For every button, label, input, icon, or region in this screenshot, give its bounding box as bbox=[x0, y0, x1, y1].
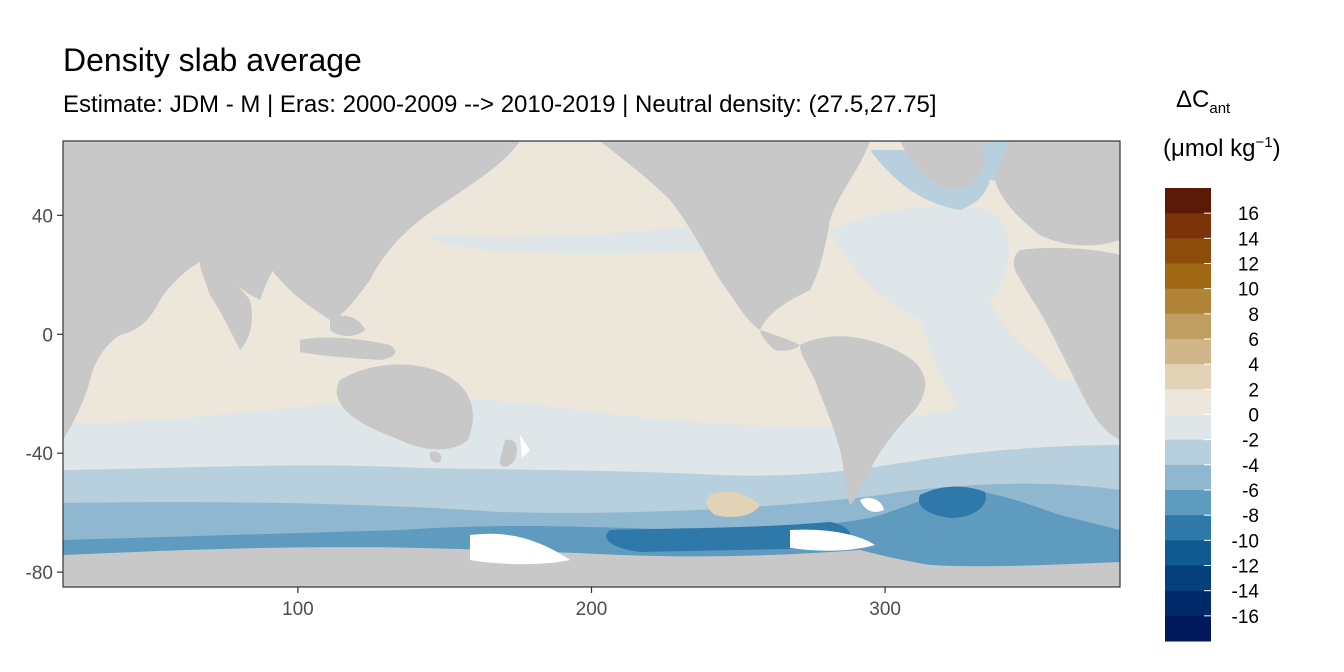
land-europe bbox=[995, 141, 1120, 246]
legend-swatch bbox=[1165, 263, 1211, 290]
y-tick-label: 0 bbox=[42, 325, 53, 346]
land-greenland bbox=[900, 141, 984, 190]
legend-label: 10 bbox=[1238, 280, 1259, 301]
legend-swatch bbox=[1165, 565, 1211, 592]
x-tick-label: 100 bbox=[282, 599, 314, 620]
legend-swatch bbox=[1165, 439, 1211, 466]
band-minus2-atlantic bbox=[830, 206, 1120, 440]
band-minus2-pacific-north bbox=[430, 224, 770, 254]
band-warm-antarctic bbox=[706, 491, 760, 517]
legend-title-symbol: ΔC bbox=[1176, 86, 1210, 113]
x-tick-label: 300 bbox=[869, 599, 901, 620]
legend-swatch bbox=[1165, 615, 1211, 642]
legend-swatch bbox=[1165, 288, 1211, 315]
legend-swatch bbox=[1165, 414, 1211, 441]
legend-label: -4 bbox=[1242, 456, 1259, 477]
legend-label: 2 bbox=[1248, 380, 1259, 401]
map-panel bbox=[63, 141, 1120, 587]
legend-label: 8 bbox=[1248, 305, 1259, 326]
land-tasmania bbox=[429, 451, 442, 463]
legend-colorbar bbox=[1165, 188, 1211, 642]
y-tick-label: -40 bbox=[26, 444, 53, 465]
legend-label: 14 bbox=[1238, 229, 1260, 250]
legend-label: -6 bbox=[1242, 481, 1259, 502]
land-east-asia bbox=[262, 141, 520, 320]
y-tick-label: -80 bbox=[26, 563, 53, 584]
legend-swatch bbox=[1165, 590, 1211, 617]
plot-subtitle: Estimate: JDM - M | Eras: 2000-2009 --> … bbox=[63, 91, 937, 118]
legend-label: 0 bbox=[1248, 406, 1259, 427]
legend-label: -12 bbox=[1232, 557, 1259, 578]
legend-label: 6 bbox=[1248, 330, 1259, 351]
land-borneo bbox=[330, 315, 365, 336]
legend-label: -10 bbox=[1232, 531, 1259, 552]
legend-title-subscript: ant bbox=[1209, 99, 1231, 117]
land-india bbox=[200, 262, 252, 350]
band-minus10-south bbox=[606, 522, 851, 552]
land-north-america bbox=[600, 141, 870, 330]
land-indonesia bbox=[300, 337, 396, 360]
legend-labels: 16 14 12 10 8 6 4 2 0 -2 -4 -6 -8 -10 -12 -14 -16 bbox=[1232, 204, 1260, 628]
land-south-america bbox=[800, 336, 926, 505]
land-antarctica bbox=[63, 547, 1120, 587]
legend-label: -2 bbox=[1242, 431, 1259, 452]
legend-label: 4 bbox=[1248, 355, 1259, 376]
legend-swatch bbox=[1165, 313, 1211, 340]
legend-unit-prefix: (μmol kg bbox=[1163, 135, 1256, 162]
legend-label: -14 bbox=[1232, 582, 1260, 603]
legend-label: -8 bbox=[1242, 506, 1259, 527]
band-minus10-weddell bbox=[919, 486, 986, 518]
land-new-zealand bbox=[499, 439, 517, 467]
x-tick-label: 200 bbox=[576, 599, 608, 620]
legend-label: 16 bbox=[1238, 204, 1259, 225]
legend-label: -16 bbox=[1232, 607, 1259, 628]
legend-swatch bbox=[1165, 490, 1211, 516]
legend-swatch bbox=[1165, 364, 1211, 390]
land bbox=[63, 141, 1120, 587]
legend-swatch bbox=[1165, 515, 1211, 541]
legend-unit-exponent: −1 bbox=[1255, 134, 1273, 151]
legend-label: 12 bbox=[1238, 255, 1259, 276]
legend-title: ΔCant bbox=[1176, 86, 1230, 117]
land-africa-eurasia bbox=[63, 141, 400, 440]
y-tick-label: 40 bbox=[32, 206, 53, 227]
land-africa-east bbox=[1013, 247, 1120, 440]
legend-unit-suffix: ) bbox=[1272, 135, 1281, 162]
no-data bbox=[470, 435, 884, 565]
plot-title: Density slab average bbox=[63, 42, 362, 78]
land-central-america bbox=[760, 330, 800, 351]
legend-swatch bbox=[1165, 339, 1211, 365]
legend-swatch bbox=[1165, 213, 1211, 239]
legend-unit: (μmol kg−1) bbox=[1163, 134, 1281, 163]
legend-swatch bbox=[1165, 188, 1211, 214]
legend-swatch bbox=[1165, 238, 1211, 264]
legend-swatch bbox=[1165, 389, 1211, 415]
legend-swatch bbox=[1165, 540, 1211, 566]
land-australia bbox=[336, 364, 473, 450]
legend-swatch bbox=[1165, 464, 1211, 491]
